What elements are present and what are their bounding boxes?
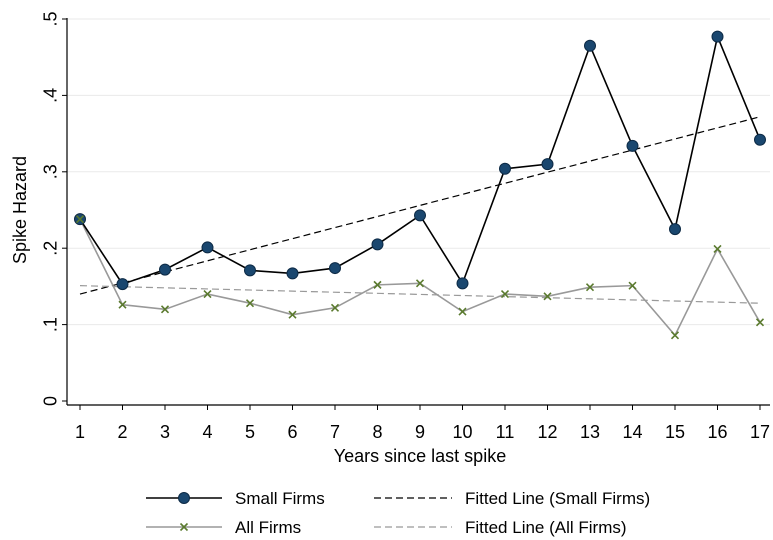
all-firms-point-13	[585, 283, 595, 292]
x-tick-label-2: 3	[160, 422, 170, 442]
x-tick-label-0: 1	[75, 422, 85, 442]
legend-marker-all-firms	[179, 522, 189, 532]
y-tick-label-5: .5	[40, 11, 60, 26]
all-firms-point-1	[75, 215, 85, 224]
all-firms-point-8	[373, 280, 382, 289]
all-firms-point-16	[713, 244, 722, 254]
small-firms-point-13	[584, 39, 596, 52]
small-firms-point-6	[286, 267, 299, 280]
x-tick-label-4: 5	[245, 422, 255, 442]
x-tick-label-11: 12	[537, 422, 557, 442]
legend-marker-small-firms	[178, 492, 190, 504]
small-firms-point-15	[669, 223, 681, 236]
y-tick-label-4: .4	[40, 88, 60, 103]
legend-label-fitted-small-firms: Fitted Line (Small Firms)	[465, 489, 650, 508]
small-firms-point-12	[541, 158, 554, 171]
all-firms-point-2	[118, 300, 127, 309]
small-firms-point-3	[159, 263, 171, 276]
all-firms-point-9	[415, 279, 425, 288]
small-firms-point-7	[329, 262, 341, 275]
legend-label-fitted-all-firms: Fitted Line (All Firms)	[465, 518, 627, 537]
x-tick-label-9: 10	[452, 422, 472, 442]
x-tick-label-5: 6	[287, 422, 297, 442]
small-firms-point-9	[414, 209, 426, 222]
x-tick-label-7: 8	[372, 422, 382, 442]
all-firms-point-3	[160, 305, 170, 314]
y-tick-label-0: 0	[40, 396, 60, 406]
x-tick-label-6: 7	[330, 422, 340, 442]
small-firms-point-14	[626, 139, 639, 152]
y-tick-label-3: .3	[40, 164, 60, 179]
y-tick-label-1: .1	[40, 317, 60, 332]
all-firms-point-17	[755, 318, 765, 327]
axes	[62, 18, 770, 410]
all-firms-point-4	[203, 289, 212, 299]
x-axis-label: Years since last spike	[334, 446, 506, 466]
y-tick-labels: 0 .1 .2 .3 .4 .5	[40, 11, 60, 406]
fitted-line-all-firms	[79, 285, 761, 304]
x-tick-label-10: 11	[496, 422, 515, 442]
small-firms-point-2	[116, 278, 129, 291]
legend-label-all-firms: All Firms	[235, 518, 301, 537]
x-tick-label-15: 16	[707, 422, 727, 442]
x-tick-label-12: 13	[580, 422, 600, 442]
small-firms-point-8	[371, 238, 384, 251]
small-firms-point-16	[711, 30, 724, 43]
all-firms-point-11	[500, 289, 510, 299]
small-firms-point-17	[754, 133, 766, 146]
grid-lines	[67, 18, 770, 326]
legend-label-small-firms: Small Firms	[235, 489, 325, 508]
small-firms-point-11	[499, 162, 511, 175]
all-firms-point-6	[288, 310, 297, 319]
small-firms-point-5	[244, 264, 256, 277]
all-firms-point-10	[458, 307, 467, 316]
y-tick-label-2: .2	[40, 241, 60, 256]
x-tick-label-1: 2	[117, 422, 127, 442]
y-axis-label: Spike Hazard	[10, 156, 30, 264]
fitted-lines	[79, 116, 761, 304]
series-markers	[74, 30, 766, 340]
x-tick-label-13: 14	[622, 422, 642, 442]
small-firms-point-10	[456, 277, 469, 290]
x-tick-label-14: 15	[665, 422, 685, 442]
all-firms-point-12	[543, 292, 552, 301]
x-tick-labels: 1 2 3 4 5 6 7 8 9 10 11 12 13 14 15 16 17	[75, 422, 770, 442]
x-tick-label-16: 17	[750, 422, 770, 442]
x-tick-label-3: 4	[202, 422, 212, 442]
small-firms-point-4	[201, 241, 214, 254]
fitted-line-small-firms	[79, 116, 761, 295]
all-firms-point-5	[245, 299, 255, 308]
all-firms-point-14	[628, 281, 637, 290]
x-tick-label-8: 9	[415, 422, 425, 442]
legend: Small Firms All Firms Fitted Line (Small F…	[146, 489, 650, 537]
all-firms-point-7	[330, 303, 340, 312]
all-firms-point-15	[670, 331, 680, 340]
